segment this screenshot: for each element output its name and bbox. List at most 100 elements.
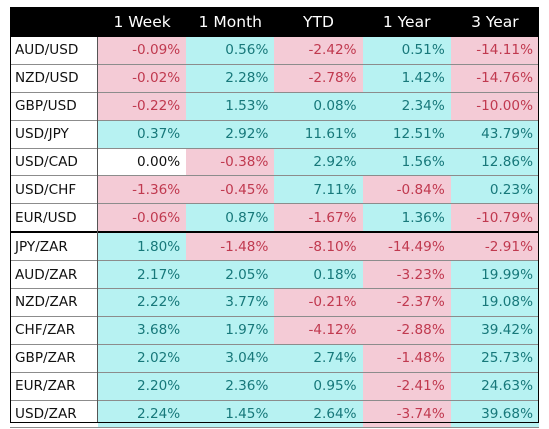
- value-cell: 39.68%: [450, 400, 539, 429]
- pair-label: USD/CAD: [10, 148, 98, 177]
- value-cell: 19.99%: [450, 260, 539, 290]
- header-row: 1 Week 1 Month YTD 1 Year 3 Year: [10, 7, 539, 37]
- value-cell: -8.10%: [274, 231, 363, 262]
- value-cell: 2.64%: [274, 400, 363, 429]
- table-row: AUD/ZAR 2.17% 2.05% 0.18% -3.23% 19.99%: [10, 260, 539, 290]
- pair-label: NZD/ZAR: [10, 288, 98, 317]
- value-cell: 0.08%: [274, 92, 363, 121]
- table-row: EUR/USD -0.06% 0.87% -1.67% 1.36% -10.79%: [10, 203, 539, 233]
- pair-label: EUR/ZAR: [10, 372, 98, 401]
- table-row: EUR/ZAR 2.20% 2.36% 0.95% -2.41% 24.63%: [10, 372, 539, 401]
- value-cell: 3.04%: [186, 344, 275, 373]
- value-cell: 2.17%: [98, 260, 187, 290]
- value-cell: 0.87%: [186, 203, 275, 233]
- value-cell: 25.73%: [450, 344, 539, 373]
- value-cell: 1.36%: [362, 203, 451, 233]
- value-cell: 1.53%: [186, 92, 275, 121]
- value-cell: 24.63%: [450, 372, 539, 401]
- fx-performance-table: 1 Week 1 Month YTD 1 Year 3 Year AUD/USD…: [10, 7, 539, 429]
- value-cell: -0.45%: [186, 175, 275, 205]
- value-cell: 1.97%: [186, 316, 275, 345]
- value-cell: 1.80%: [98, 231, 187, 262]
- value-cell: -2.37%: [362, 288, 451, 317]
- value-cell: 0.51%: [362, 37, 451, 65]
- column-header-1-month: 1 Month: [186, 7, 275, 37]
- column-header-3-year: 3 Year: [450, 7, 539, 37]
- table-row: NZD/ZAR 2.22% 3.77% -0.21% -2.37% 19.08%: [10, 288, 539, 317]
- value-cell: -1.48%: [186, 231, 275, 262]
- value-cell: 0.56%: [186, 37, 275, 65]
- value-cell: 39.42%: [450, 316, 539, 345]
- value-cell: -14.76%: [450, 64, 539, 93]
- value-cell: 0.23%: [450, 175, 539, 205]
- value-cell: 2.28%: [186, 64, 275, 93]
- column-header-ytd: YTD: [274, 7, 363, 37]
- table-row: USD/CHF -1.36% -0.45% 7.11% -0.84% 0.23%: [10, 175, 539, 205]
- fx-performance-table-container: 1 Week 1 Month YTD 1 Year 3 Year AUD/USD…: [10, 7, 539, 429]
- pair-label: CHF/ZAR: [10, 316, 98, 345]
- value-cell: -0.38%: [186, 148, 275, 177]
- value-cell: 2.22%: [98, 288, 187, 317]
- table-row: CHF/ZAR 3.68% 1.97% -4.12% -2.88% 39.42%: [10, 316, 539, 345]
- table-row: AUD/USD -0.09% 0.56% -2.42% 0.51% -14.11%: [10, 37, 539, 65]
- value-cell: 11.61%: [274, 120, 363, 149]
- pair-label: AUD/ZAR: [10, 260, 98, 290]
- value-cell: 7.11%: [274, 175, 363, 205]
- value-cell: -2.41%: [362, 372, 451, 401]
- value-cell: -10.00%: [450, 92, 539, 121]
- value-cell: 2.05%: [186, 260, 275, 290]
- table-row: GBP/USD -0.22% 1.53% 0.08% 2.34% -10.00%: [10, 92, 539, 121]
- value-cell: -2.88%: [362, 316, 451, 345]
- pair-column-divider: [97, 37, 98, 422]
- pair-label: AUD/USD: [10, 37, 98, 65]
- table-row: USD/CAD 0.00% -0.38% 2.92% 1.56% 12.86%: [10, 148, 539, 177]
- value-cell: 1.56%: [362, 148, 451, 177]
- column-header-1-week: 1 Week: [98, 7, 187, 37]
- value-cell: 2.92%: [186, 120, 275, 149]
- pair-label: JPY/ZAR: [10, 231, 98, 262]
- pair-label: USD/JPY: [10, 120, 98, 149]
- value-cell: -14.11%: [450, 37, 539, 65]
- value-cell: 12.86%: [450, 148, 539, 177]
- table-row: USD/JPY 0.37% 2.92% 11.61% 12.51% 43.79%: [10, 120, 539, 149]
- value-cell: 2.02%: [98, 344, 187, 373]
- value-cell: 12.51%: [362, 120, 451, 149]
- value-cell: 1.42%: [362, 64, 451, 93]
- pair-label: GBP/USD: [10, 92, 98, 121]
- table-row: JPY/ZAR 1.80% -1.48% -8.10% -14.49% -2.91%: [10, 231, 539, 262]
- table-body: AUD/USD -0.09% 0.56% -2.42% 0.51% -14.11% NZD/…: [10, 37, 539, 429]
- value-cell: 2.74%: [274, 344, 363, 373]
- value-cell: 0.00%: [98, 148, 187, 177]
- value-cell: -3.74%: [362, 400, 451, 429]
- value-cell: 0.37%: [98, 120, 187, 149]
- table-row: USD/ZAR 2.24% 1.45% 2.64% -3.74% 39.68%: [10, 400, 539, 429]
- value-cell: 3.68%: [98, 316, 187, 345]
- column-header-1-year: 1 Year: [362, 7, 451, 37]
- value-cell: 2.20%: [98, 372, 187, 401]
- value-cell: -2.91%: [450, 231, 539, 262]
- value-cell: 3.77%: [186, 288, 275, 317]
- value-cell: -2.78%: [274, 64, 363, 93]
- value-cell: 19.08%: [450, 288, 539, 317]
- pair-label: EUR/USD: [10, 203, 98, 233]
- pair-label: USD/ZAR: [10, 400, 98, 429]
- value-cell: 2.24%: [98, 400, 187, 429]
- value-cell: 0.18%: [274, 260, 363, 290]
- value-cell: -3.23%: [362, 260, 451, 290]
- value-cell: -0.22%: [98, 92, 187, 121]
- pair-label: GBP/ZAR: [10, 344, 98, 373]
- column-header-pair: [10, 7, 98, 37]
- value-cell: 2.92%: [274, 148, 363, 177]
- value-cell: -14.49%: [362, 231, 451, 262]
- value-cell: -2.42%: [274, 37, 363, 65]
- value-cell: -0.06%: [98, 203, 187, 233]
- table-row: GBP/ZAR 2.02% 3.04% 2.74% -1.48% 25.73%: [10, 344, 539, 373]
- value-cell: -0.84%: [362, 175, 451, 205]
- value-cell: -0.09%: [98, 37, 187, 65]
- value-cell: 2.36%: [186, 372, 275, 401]
- value-cell: -1.48%: [362, 344, 451, 373]
- value-cell: -0.02%: [98, 64, 187, 93]
- value-cell: 43.79%: [450, 120, 539, 149]
- value-cell: -10.79%: [450, 203, 539, 233]
- pair-label: NZD/USD: [10, 64, 98, 93]
